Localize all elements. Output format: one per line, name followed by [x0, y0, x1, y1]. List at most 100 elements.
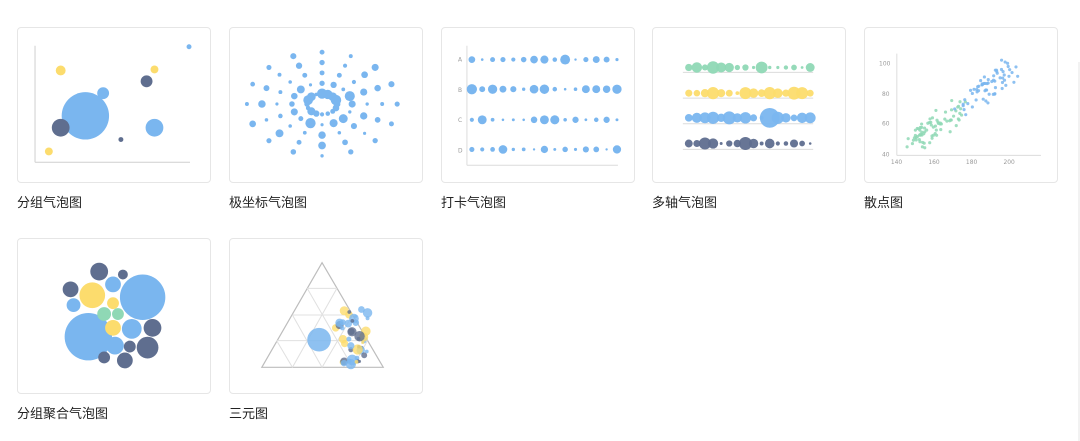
page-scrollbar[interactable]	[1078, 62, 1080, 441]
bubble	[532, 148, 536, 151]
bubble	[993, 86, 998, 90]
bubble	[928, 117, 932, 121]
bubble	[771, 111, 784, 124]
bubble	[755, 61, 768, 74]
bubble	[995, 71, 999, 75]
bubble	[572, 116, 579, 123]
chart-label[interactable]: 极坐标气泡图	[229, 196, 308, 211]
bubble	[319, 112, 325, 117]
bubble	[510, 86, 517, 93]
bubble	[914, 138, 918, 142]
bubble	[974, 98, 978, 102]
bubble-yellow	[55, 65, 66, 76]
bubble	[288, 124, 292, 128]
chart-label[interactable]: 三元图	[229, 407, 269, 422]
bubble	[249, 120, 257, 128]
chart-card-grouped-packed-bubble[interactable]	[17, 238, 211, 394]
bubble	[348, 54, 353, 59]
bubble	[302, 72, 308, 78]
bubble	[466, 84, 477, 95]
row-label: D	[458, 148, 463, 154]
bubble	[603, 56, 610, 63]
bubble	[984, 88, 988, 92]
bubble	[905, 145, 909, 149]
bubble	[724, 62, 734, 73]
bubble	[344, 319, 353, 328]
bubble	[734, 64, 741, 71]
bubble	[360, 112, 368, 120]
bubble	[348, 149, 354, 155]
bubble	[490, 117, 495, 122]
bubble	[931, 133, 936, 137]
chart-card-multi-axis-bubble[interactable]	[652, 27, 846, 183]
bubble	[922, 132, 926, 136]
bubble	[490, 147, 495, 152]
bubble	[615, 58, 619, 62]
bubble	[602, 85, 611, 93]
bubble	[582, 146, 589, 153]
bubble	[1003, 60, 1007, 64]
chart-card-scatter[interactable]: 100 80 60 40 140 160 180 200	[864, 27, 1058, 183]
bubble	[693, 89, 701, 97]
bubble	[949, 108, 954, 112]
bubble	[722, 111, 736, 125]
bubble	[804, 112, 816, 124]
bubble	[290, 108, 298, 116]
bubble	[691, 112, 702, 123]
bubble	[772, 88, 783, 98]
bubble	[922, 141, 926, 145]
bubble	[915, 126, 919, 130]
ternary-thumbnail	[260, 261, 385, 370]
bubble	[972, 87, 976, 91]
chart-card-grouped-bubble[interactable]	[17, 27, 211, 183]
grouped-packed-bubble-thumbnail	[62, 262, 166, 369]
bubble	[520, 56, 527, 63]
bubble	[278, 113, 283, 119]
bubble	[952, 114, 956, 118]
bubble-navy-small	[140, 75, 153, 88]
bubble	[266, 64, 272, 70]
bubble	[341, 87, 346, 92]
bubble	[950, 98, 954, 103]
bubble	[1002, 78, 1007, 82]
bubble	[603, 116, 610, 123]
chart-label[interactable]: 打卡气泡图	[441, 196, 507, 211]
chart-card-punch-card-bubble[interactable]: A B C D	[441, 27, 635, 183]
bubble	[783, 141, 789, 146]
bubble	[930, 136, 934, 140]
bubble	[319, 70, 325, 76]
bubble	[499, 85, 507, 93]
bubble	[593, 117, 599, 123]
bubble	[347, 328, 355, 335]
bubble	[999, 67, 1004, 72]
bubble	[906, 137, 910, 141]
bubble	[290, 53, 297, 60]
chart-label[interactable]: 散点图	[864, 196, 904, 211]
bubble	[976, 89, 981, 93]
bubble	[352, 344, 363, 355]
chart-card-polar-bubble[interactable]	[229, 27, 423, 183]
chart-card-ternary[interactable]	[229, 238, 423, 394]
bubble	[530, 55, 538, 64]
bubble	[751, 65, 756, 70]
bubble	[1001, 76, 1005, 80]
bubble	[1010, 70, 1014, 75]
chart-label[interactable]: 分组气泡图	[17, 196, 83, 211]
bubble	[340, 325, 345, 331]
chart-label[interactable]: 多轴气泡图	[652, 196, 718, 211]
bubble	[552, 57, 558, 62]
bubble	[934, 108, 938, 113]
bubble	[530, 116, 538, 124]
bubble	[539, 115, 549, 125]
scatter-thumbnail: 100 80 60 40 140 160 180 200	[879, 53, 1041, 166]
bubble	[919, 132, 923, 136]
bubble	[993, 92, 997, 96]
bubble	[685, 63, 693, 72]
bubble	[928, 141, 932, 145]
bubble	[918, 128, 922, 132]
bubble	[479, 86, 486, 93]
bubble	[716, 62, 727, 73]
bubble	[244, 102, 249, 106]
chart-label[interactable]: 分组聚合气泡图	[17, 407, 109, 422]
bubble	[250, 81, 256, 87]
